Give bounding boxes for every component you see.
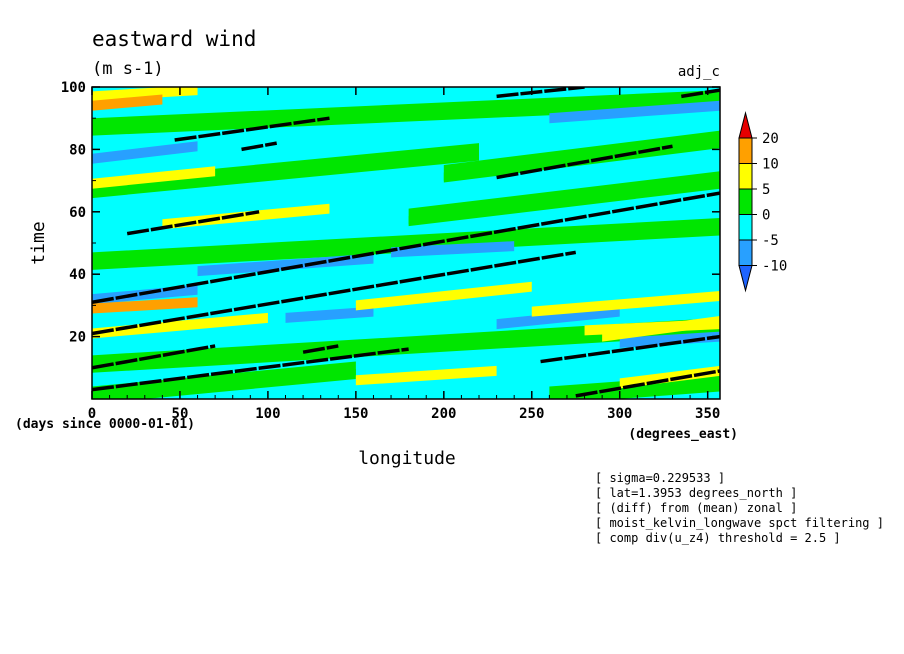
wind-band: [162, 203, 330, 230]
x-tick-label: 0: [88, 406, 96, 422]
wind-band: [92, 150, 480, 199]
chart-units: (m s-1): [92, 59, 164, 79]
threshold-contour: [241, 141, 278, 152]
y-axis-label: time: [28, 221, 49, 264]
threshold-contour: [92, 250, 577, 336]
wind-band: [531, 291, 720, 317]
annotations: [ sigma=0.229533 ] [ lat=1.3953 degrees_…: [595, 471, 884, 545]
colorbar-top-arrow: [738, 111, 753, 139]
wind-band: [496, 306, 620, 330]
colorbar-bottom-arrow: [738, 265, 753, 293]
colorbar-label: -10: [762, 259, 787, 275]
threshold-contour: [92, 191, 720, 305]
colorbar-segment: [738, 163, 753, 190]
colorbar-label: -5: [762, 233, 779, 249]
x-tick-label: 350: [695, 406, 720, 422]
chart-title: eastward wind: [92, 27, 256, 51]
y-units-label: (days since 0000-01-01): [15, 417, 195, 432]
wind-band: [355, 365, 497, 386]
threshold-contour: [540, 334, 720, 364]
threshold-contour: [92, 344, 216, 370]
y-tick-label: 100: [61, 80, 86, 96]
threshold-contour: [302, 344, 339, 354]
colorbar-segment: [738, 137, 753, 164]
colorbar: 20 10 5 0 -5 -10: [738, 111, 787, 293]
y-tick-label: 80: [69, 142, 86, 158]
wind-band: [92, 312, 268, 339]
wind-band: [92, 97, 720, 136]
x-tick-label: 250: [519, 406, 544, 422]
threshold-contour: [575, 369, 720, 398]
threshold-contour: [681, 88, 720, 99]
corner-label: adj_c: [678, 64, 720, 80]
plot-area: [92, 87, 720, 399]
threshold-contour: [126, 210, 260, 236]
x-tick-label: 50: [172, 406, 189, 422]
colorbar-label: 20: [762, 131, 779, 147]
y-tick-label: 20: [69, 330, 86, 346]
annotation-line: [ lat=1.3953 degrees_north ]: [595, 486, 797, 500]
y-tick-label: 40: [69, 267, 86, 283]
wind-band: [355, 281, 532, 311]
colorbar-segment: [738, 188, 753, 215]
x-tick-label: 300: [607, 406, 632, 422]
threshold-contour: [496, 144, 673, 180]
wind-band: [92, 141, 198, 164]
colorbar-label: 5: [762, 182, 770, 198]
threshold-contour: [496, 87, 585, 99]
threshold-contour: [174, 116, 330, 142]
annotation-line: [ sigma=0.229533 ]: [595, 471, 725, 485]
wind-band: [408, 178, 720, 227]
x-tick-label: 150: [343, 406, 368, 422]
colorbar-label: 10: [762, 157, 779, 173]
x-units-label: (degrees_east): [628, 427, 738, 442]
annotation-line: [ moist_kelvin_longwave spct filtering ]: [595, 516, 884, 530]
wind-band: [92, 166, 216, 189]
y-tick-label: 60: [69, 205, 86, 221]
wind-band: [619, 331, 720, 348]
wind-band: [92, 94, 163, 111]
wind-band: [285, 306, 374, 323]
colorbar-segment: [738, 214, 753, 241]
annotation-line: [ (diff) from (mean) zonal ]: [595, 501, 797, 515]
x-tick-label: 100: [255, 406, 280, 422]
wind-band: [619, 365, 720, 389]
annotation-line: [ comp div(u_z4) threshold = 2.5 ]: [595, 531, 841, 545]
x-tick-label: 200: [431, 406, 456, 422]
wind-band: [92, 297, 198, 314]
colorbar-segment: [738, 239, 753, 266]
wind-band: [92, 369, 356, 399]
wind-band: [391, 241, 515, 258]
wind-band: [549, 100, 720, 124]
wind-band: [92, 87, 198, 102]
wind-band: [584, 319, 720, 336]
threshold-contour: [92, 347, 409, 392]
x-axis-label: longitude: [358, 448, 456, 469]
colorbar-label: 0: [762, 208, 770, 224]
